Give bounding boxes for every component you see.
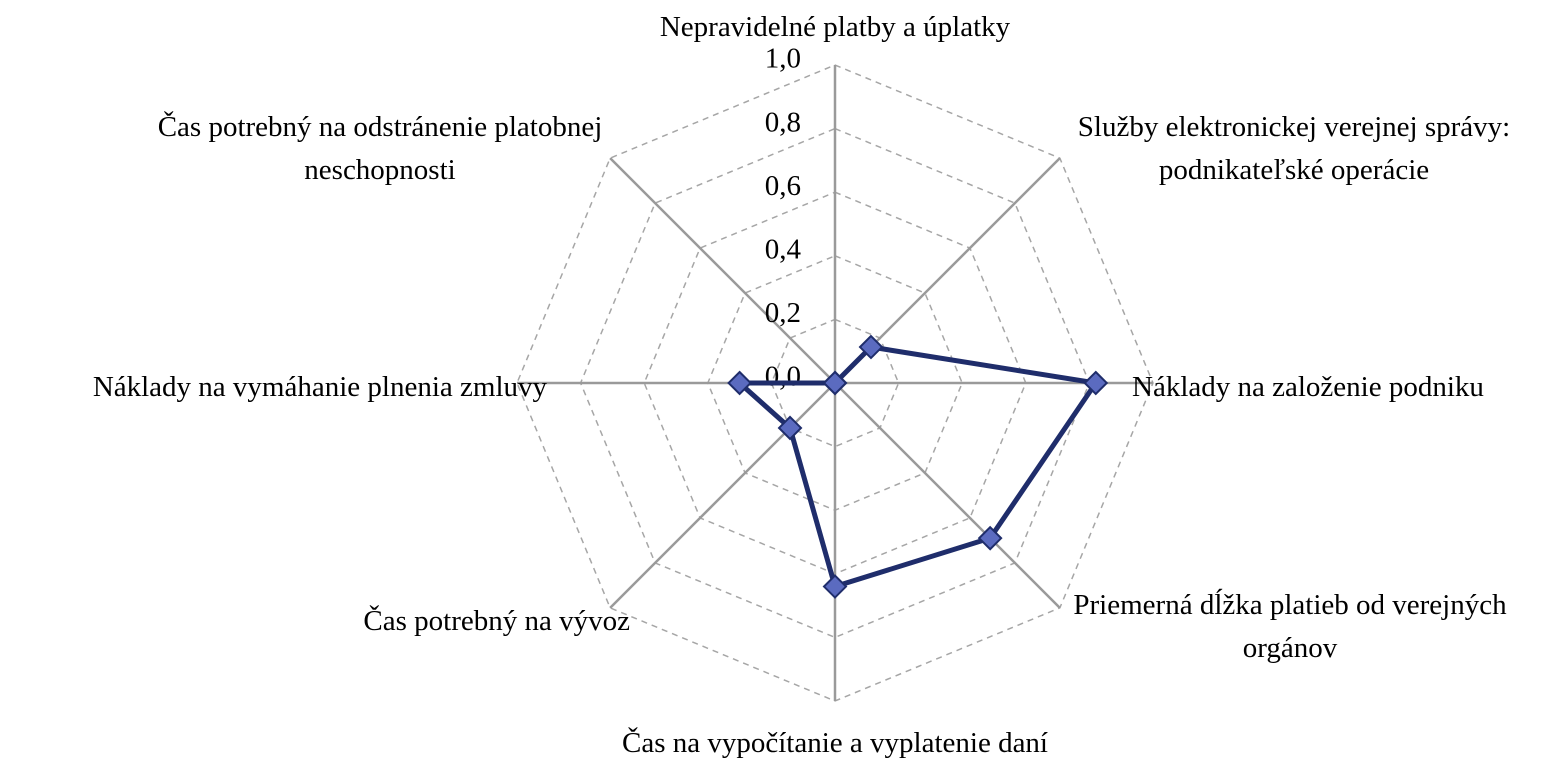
axis-label: Nepravidelné platby a úplatky (659, 11, 1011, 43)
r-tick-label: 0,0 (765, 361, 801, 393)
r-tick-label: 0,2 (765, 297, 801, 329)
axis-label: Čas potrebný na vývoz (363, 605, 630, 637)
data-marker (822, 370, 848, 396)
data-marker (858, 334, 884, 360)
axis-spoke (834, 382, 1061, 609)
axis-label: Služby elektronickej verejnej správy: po… (1077, 111, 1511, 186)
axis-label: Čas potrebný na odstránenie platobnej ne… (157, 111, 603, 186)
axis-label: Náklady na založenie podniku (1132, 371, 1484, 403)
data-marker (777, 415, 803, 441)
axis-label: Náklady na vymáhanie plnenia zmluvy (92, 371, 547, 403)
data-marker (977, 525, 1003, 551)
grid-ring (579, 127, 1091, 639)
grid-ring (770, 318, 900, 448)
r-tick-label: 1,0 (765, 43, 801, 75)
r-tick-label: 0,6 (765, 170, 801, 202)
axis-spoke (609, 157, 836, 384)
axis-label: Priemerná dĺžka platieb od verejných org… (1073, 589, 1507, 664)
r-tick-label: 0,8 (765, 106, 801, 138)
data-marker (727, 370, 753, 396)
series-line (737, 344, 1099, 590)
data-marker (1083, 370, 1109, 396)
axis-spoke (609, 382, 836, 609)
r-tick-label: 0,4 (765, 233, 802, 265)
data-marker (822, 574, 848, 599)
axis-label: Čas na vypočítanie a vyplatenie daní (622, 727, 1048, 759)
